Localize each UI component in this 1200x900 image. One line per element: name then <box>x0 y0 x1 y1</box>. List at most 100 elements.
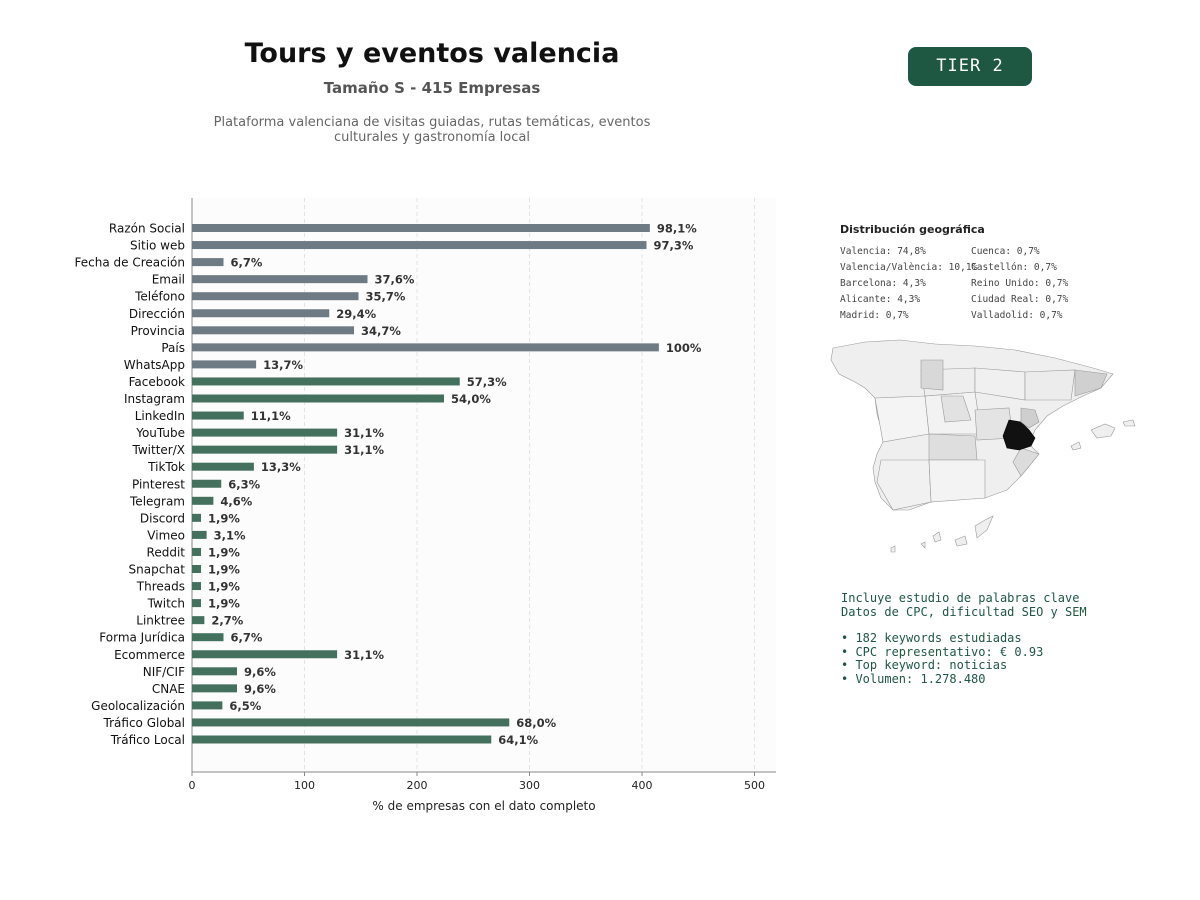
bar <box>192 360 257 369</box>
map-region <box>928 433 978 461</box>
map-region <box>928 459 986 503</box>
category-label: Provincia <box>131 324 185 338</box>
category-label: Email <box>152 273 185 287</box>
bar <box>192 343 659 352</box>
description-line-2: culturales y gastronomía local <box>334 130 530 145</box>
plot-area <box>192 198 776 772</box>
keywords-bullet: • Volumen: 1.278.480 <box>841 671 986 686</box>
category-label: Tráfico Local <box>110 733 185 747</box>
bar <box>192 582 201 591</box>
tier-badge: TIER 2 <box>908 47 1032 86</box>
value-label: 98,1% <box>657 222 697 236</box>
category-label: Instagram <box>124 392 185 406</box>
geo-item: Valencia/València: 10,1% <box>840 262 978 273</box>
category-label: WhatsApp <box>124 358 185 372</box>
page-subtitle: Tamaño S - 415 Empresas <box>323 79 541 97</box>
bar <box>192 377 460 386</box>
category-label: Twitch <box>147 597 185 611</box>
value-label: 97,3% <box>654 239 694 253</box>
value-label: 1,9% <box>208 511 240 525</box>
bar <box>192 479 222 488</box>
value-label: 31,1% <box>344 443 384 457</box>
geo-item: Reino Unido: 0,7% <box>971 278 1069 289</box>
value-label: 9,6% <box>244 665 276 679</box>
category-label: Geolocalización <box>91 699 185 713</box>
category-label: TikTok <box>147 460 185 474</box>
bar <box>192 633 224 642</box>
map-region <box>940 395 972 423</box>
map-region <box>1024 369 1076 401</box>
bar <box>192 667 237 676</box>
category-label: Ecommerce <box>114 648 185 662</box>
bar <box>192 428 338 437</box>
category-label: Razón Social <box>109 222 185 236</box>
category-label: Linktree <box>136 614 185 628</box>
keywords-bullet: • Top keyword: noticias <box>841 658 1008 672</box>
bar <box>192 701 223 710</box>
category-label: País <box>161 341 185 355</box>
value-label: 34,7% <box>361 324 401 338</box>
value-label: 37,6% <box>375 273 415 287</box>
map-balearic <box>1070 441 1082 451</box>
keywords-line: Datos de CPC, dificultad SEO y SEM <box>841 604 1087 619</box>
bar <box>192 309 330 318</box>
bar <box>192 292 359 301</box>
map-canary <box>932 531 942 543</box>
category-label: Vimeo <box>147 528 185 542</box>
value-label: 35,7% <box>366 290 406 304</box>
bar <box>192 718 510 727</box>
category-label: Discord <box>140 511 185 525</box>
value-label: 6,7% <box>231 631 263 645</box>
category-label: Sitio web <box>130 239 185 253</box>
value-label: 31,1% <box>344 648 384 662</box>
keywords-bullet: • 182 keywords estudiadas <box>841 631 1022 645</box>
keywords-panel: Incluye estudio de palabras clave Datos … <box>841 591 1087 686</box>
map-balearic <box>1090 423 1116 439</box>
map-balearic <box>1122 419 1136 427</box>
value-label: 6,7% <box>231 256 263 270</box>
category-label: YouTube <box>135 426 185 440</box>
geo-item: Valladolid: 0,7% <box>971 310 1063 321</box>
x-tick-label: 400 <box>632 779 653 792</box>
bar <box>192 326 354 335</box>
spain-map <box>830 339 1136 553</box>
category-label: Tráfico Global <box>103 716 185 730</box>
map-canary <box>890 545 896 553</box>
bar <box>192 530 207 539</box>
value-label: 6,5% <box>229 699 261 713</box>
value-label: 4,6% <box>220 494 252 508</box>
bar <box>192 445 338 454</box>
x-axis-label: % de empresas con el dato completo <box>372 799 595 813</box>
value-label: 9,6% <box>244 682 276 696</box>
category-label: Teléfono <box>134 290 185 304</box>
keywords-line: Incluye estudio de palabras clave <box>841 591 1080 605</box>
map-region <box>920 359 944 391</box>
bar <box>192 735 492 744</box>
value-label: 2,7% <box>211 614 243 628</box>
bar <box>192 462 254 471</box>
keywords-bullet: • CPC representativo: € 0.93 <box>841 644 1044 659</box>
geo-item: Alicante: 4,3% <box>840 294 921 305</box>
geo-item: Cuenca: 0,7% <box>971 246 1040 257</box>
value-label: 6,3% <box>228 477 260 491</box>
bar <box>192 275 368 284</box>
category-label: Forma Jurídica <box>99 631 185 645</box>
category-label: Telegram <box>129 494 185 508</box>
category-label: NIF/CIF <box>143 665 185 679</box>
category-label: CNAE <box>152 682 185 696</box>
map-canary <box>920 541 926 549</box>
geo-item: Ciudad Real: 0,7% <box>971 294 1069 305</box>
map-region <box>1020 407 1040 429</box>
geo-item: Valencia: 74,8% <box>840 246 926 257</box>
map-canary <box>974 515 994 539</box>
geo-item: Castellón: 0,7% <box>971 262 1057 273</box>
value-label: 64,1% <box>498 733 538 747</box>
map-region-valencia <box>1002 419 1036 451</box>
bar <box>192 684 237 693</box>
value-label: 57,3% <box>467 375 507 389</box>
x-tick-label: 0 <box>189 779 196 792</box>
bar <box>192 241 647 250</box>
value-label: 1,9% <box>208 597 240 611</box>
category-label: Dirección <box>129 307 185 321</box>
value-label: 1,9% <box>208 545 240 559</box>
